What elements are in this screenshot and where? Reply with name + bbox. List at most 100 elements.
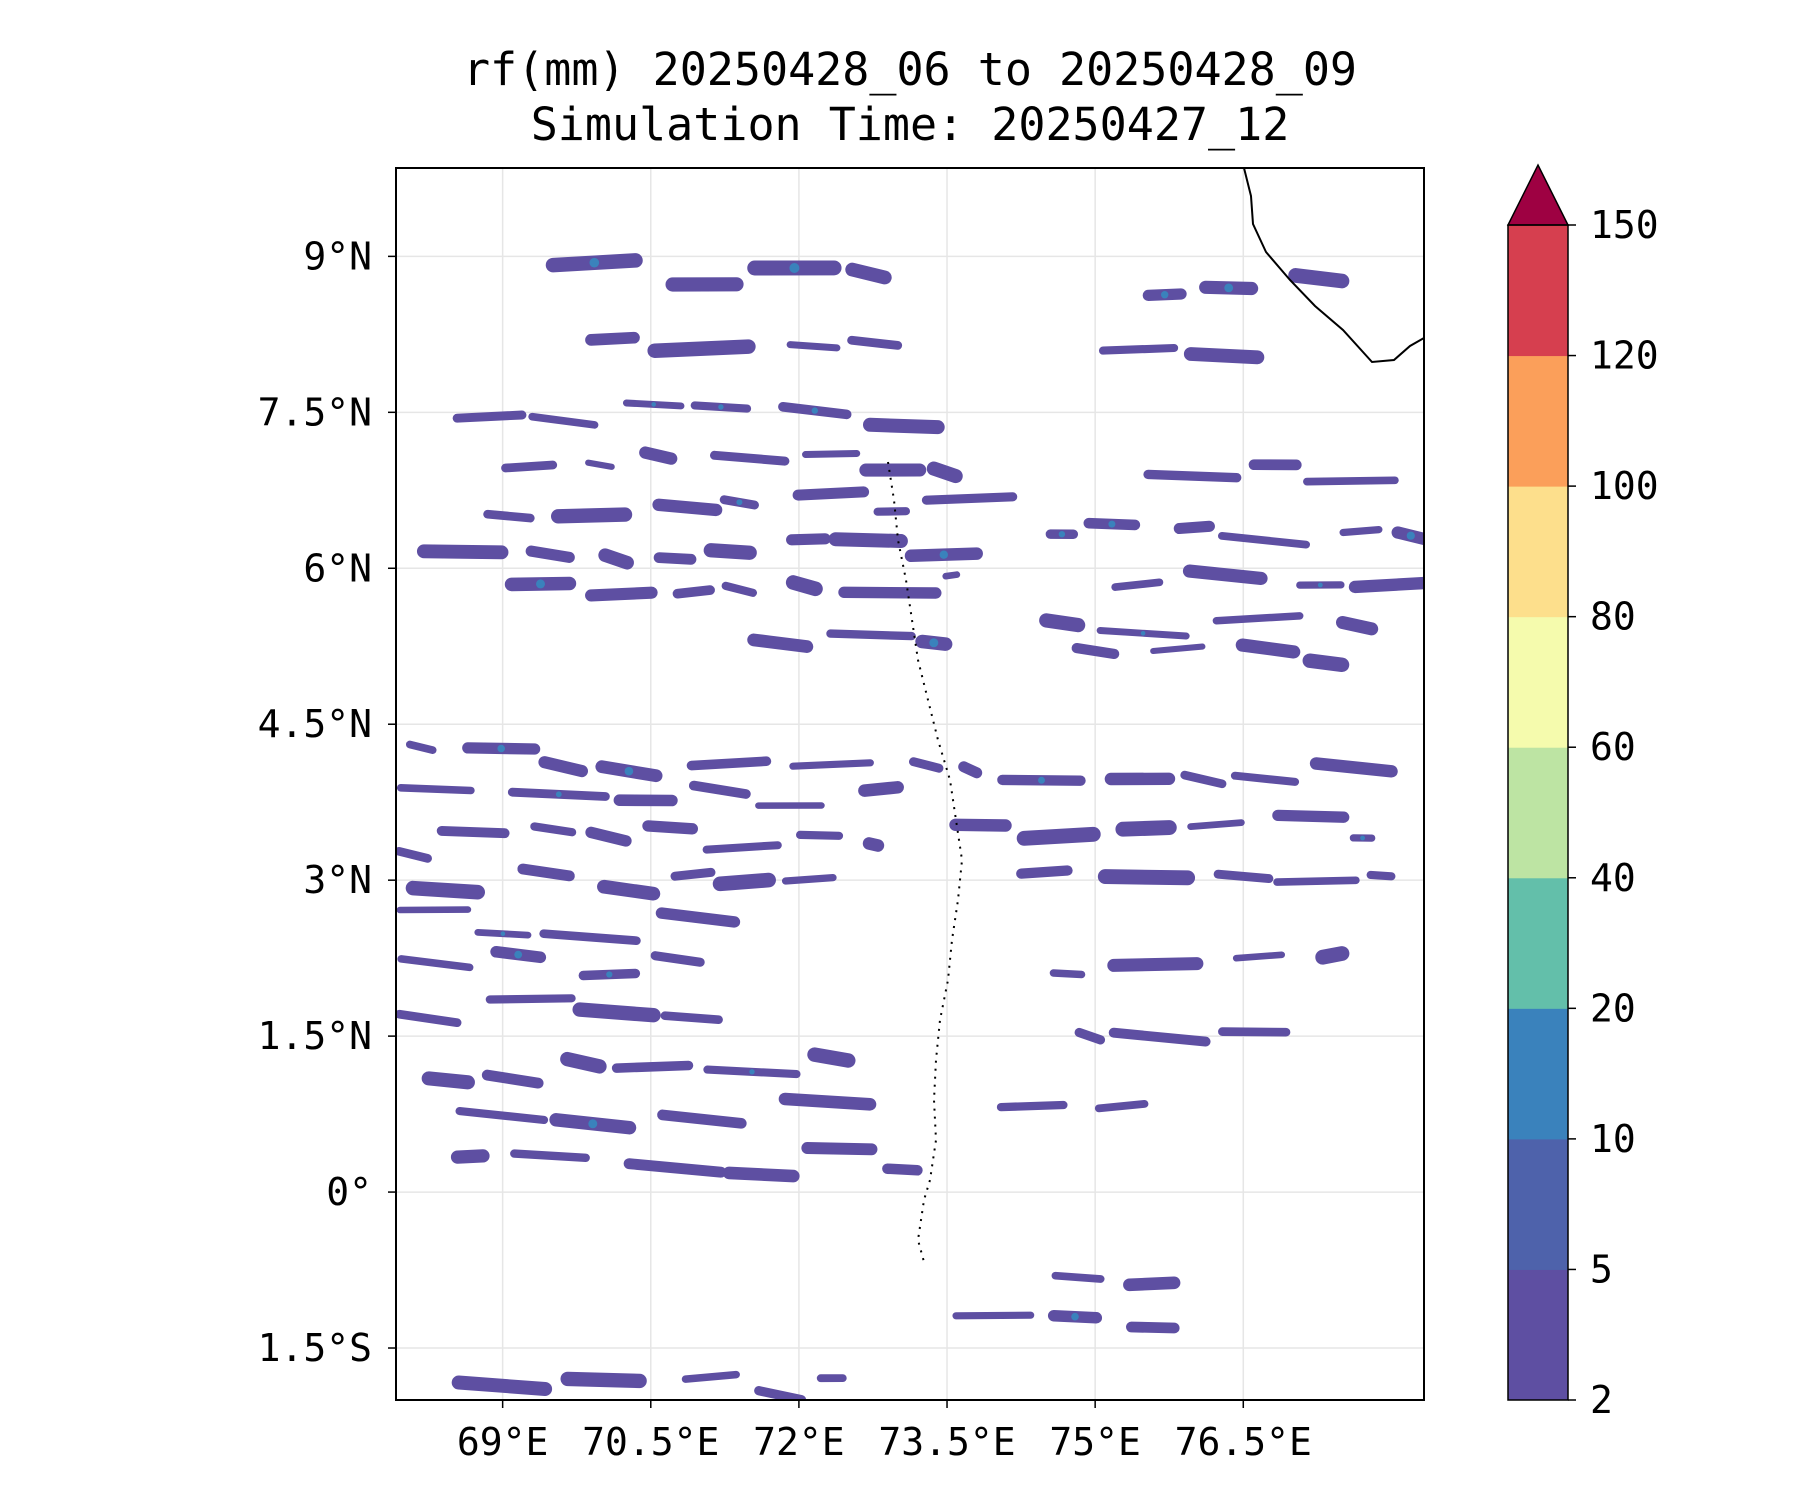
- colorbar-segment: [1508, 616, 1568, 748]
- heavy-rain-spot: [1224, 283, 1234, 293]
- colorbar-extend-arrow: [1506, 163, 1570, 226]
- lat-tick-label: 7.5°N: [258, 390, 372, 434]
- heavy-rain-spot: [589, 257, 600, 268]
- rain-streak: [702, 841, 782, 854]
- rain-streak: [792, 486, 870, 501]
- heavy-rain-spot: [1058, 531, 1066, 538]
- rain-streak: [1016, 826, 1101, 846]
- rain-streak: [789, 759, 874, 770]
- colorbar-tick-label: 80: [1590, 595, 1636, 639]
- lat-tick-label: 9°N: [303, 234, 372, 278]
- lon-tick-label: 76.5°E: [1175, 1420, 1312, 1464]
- heavy-rain-spot: [536, 579, 545, 589]
- rain-streak: [710, 450, 790, 466]
- rain-streak: [688, 780, 751, 799]
- rain-streak: [560, 1051, 607, 1074]
- coastline: [887, 168, 1424, 1263]
- heavy-rain-spot: [1140, 631, 1146, 636]
- rain-streak: [1366, 870, 1396, 881]
- rain-streak: [436, 825, 510, 839]
- rain-streak: [585, 826, 632, 847]
- rain-streak: [802, 450, 861, 458]
- rain-streak: [1212, 612, 1304, 625]
- heavy-rain-spot: [497, 744, 506, 753]
- rain-streak: [538, 756, 588, 778]
- rain-streak: [1187, 819, 1245, 830]
- colorbar-segment: [1508, 355, 1568, 487]
- rain-streak: [778, 1092, 877, 1111]
- rain-streak: [405, 880, 485, 900]
- rain-streak: [858, 781, 904, 797]
- colorbar-tick-label: 20: [1590, 986, 1636, 1030]
- rain-streak: [681, 1370, 740, 1383]
- rain-streak: [1051, 1271, 1105, 1283]
- rain-streak: [996, 1100, 1068, 1112]
- rain-streak: [1182, 564, 1268, 585]
- heavy-rain-spot: [929, 638, 939, 648]
- heavy-rain-spot: [1360, 835, 1365, 841]
- rain-streak: [785, 575, 823, 597]
- rain-streak: [396, 846, 432, 863]
- rain-streak: [1107, 957, 1204, 972]
- india-coastline: [1243, 168, 1424, 364]
- rain-streak: [1232, 951, 1285, 962]
- rain-streak: [807, 1047, 856, 1068]
- rain-streak: [1126, 1321, 1180, 1334]
- lon-tick-label: 72°E: [753, 1420, 845, 1464]
- heavy-rain-spot: [1108, 520, 1116, 528]
- rain-streak: [1074, 1027, 1106, 1045]
- colorbar-tick-label: 120: [1590, 334, 1659, 378]
- rain-streak: [405, 740, 437, 754]
- rain-streak: [1336, 616, 1379, 636]
- rain-streak: [1303, 476, 1399, 486]
- rain-streak: [1309, 757, 1398, 778]
- rain-streak: [1213, 869, 1274, 884]
- colorbar-segment: [1508, 1008, 1568, 1140]
- colorbar-segment: [1508, 486, 1568, 618]
- rain-streak: [517, 863, 575, 882]
- rain-streak: [585, 331, 640, 346]
- heavy-rain-spot: [514, 950, 523, 959]
- rain-streak: [845, 262, 892, 285]
- colorbar-segment: [1508, 877, 1568, 1009]
- rain-streak: [703, 543, 757, 560]
- heavy-rain-spot: [736, 499, 743, 506]
- rain-streak: [1339, 526, 1383, 537]
- rain-streak: [652, 498, 723, 517]
- heavy-rain-spot: [1071, 1312, 1079, 1321]
- rain-streak: [1143, 469, 1242, 483]
- heavy-rain-spot: [811, 407, 818, 414]
- rain-streak: [747, 633, 814, 653]
- rain-streak: [1115, 820, 1177, 837]
- heavy-rain-spot: [749, 1069, 755, 1075]
- longitude-axis: 69°E 70.5°E 72°E 73.5°E 75°E 76.5°E: [457, 1400, 1312, 1464]
- rain-streak: [481, 1069, 544, 1089]
- rain-streak: [572, 1002, 661, 1023]
- rain-streak: [1049, 969, 1086, 979]
- heavy-rain-spot: [606, 971, 613, 978]
- lat-tick-label: 0°: [326, 1170, 372, 1214]
- rain-streak: [958, 761, 983, 779]
- rain-streak: [801, 1142, 878, 1156]
- heavy-rain-spot: [651, 402, 656, 407]
- map-background: [396, 168, 1424, 1400]
- lon-tick-label: 75°E: [1049, 1420, 1141, 1464]
- lat-tick-label: 1.5°N: [258, 1014, 372, 1058]
- lat-tick-label: 4.5°N: [258, 702, 372, 746]
- rain-streak: [416, 544, 509, 560]
- rain-streak: [786, 341, 841, 352]
- rain-streak: [1016, 865, 1073, 879]
- rain-streak: [1315, 946, 1350, 965]
- rain-streak: [1230, 771, 1300, 786]
- rain-streak: [1039, 613, 1086, 633]
- rain-streak: [597, 879, 661, 901]
- rain-streak: [396, 784, 475, 795]
- rain-streak: [1180, 770, 1227, 789]
- colorbar-tick-label: 40: [1590, 856, 1636, 900]
- rain-streak: [585, 459, 615, 470]
- heavy-rain-spot: [1317, 582, 1323, 588]
- rain-streak: [781, 873, 837, 885]
- colorbar-tick-label: 150: [1590, 203, 1659, 247]
- lon-tick-label: 70.5°E: [582, 1420, 719, 1464]
